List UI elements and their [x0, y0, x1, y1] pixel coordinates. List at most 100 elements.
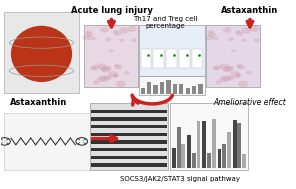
Bar	[4, 12, 79, 93]
Circle shape	[250, 26, 259, 32]
Circle shape	[226, 66, 234, 71]
Circle shape	[228, 38, 234, 41]
Bar	[91, 156, 167, 159]
Text: Th17 and Treg cell
percentage: Th17 and Treg cell percentage	[133, 16, 197, 29]
Circle shape	[223, 66, 233, 72]
Circle shape	[219, 77, 228, 82]
Circle shape	[113, 74, 118, 77]
Bar	[91, 125, 167, 128]
Bar	[206, 25, 260, 87]
Circle shape	[83, 35, 91, 40]
Circle shape	[113, 30, 118, 33]
Circle shape	[92, 65, 99, 70]
Bar	[192, 50, 202, 68]
Circle shape	[104, 76, 112, 81]
Bar	[166, 50, 177, 68]
Circle shape	[109, 49, 114, 52]
Text: Astaxanthin: Astaxanthin	[10, 98, 67, 107]
Bar	[91, 163, 167, 167]
Circle shape	[119, 27, 129, 34]
Circle shape	[236, 31, 244, 36]
Circle shape	[106, 38, 112, 41]
Circle shape	[93, 80, 99, 85]
Bar	[91, 109, 167, 113]
Bar	[218, 149, 221, 168]
Bar	[177, 127, 181, 168]
Bar	[192, 86, 196, 94]
Circle shape	[238, 81, 248, 87]
Ellipse shape	[11, 26, 72, 82]
Circle shape	[97, 63, 106, 69]
Circle shape	[124, 71, 130, 75]
Bar	[166, 80, 170, 94]
Circle shape	[91, 37, 96, 40]
Text: Acute lung injury: Acute lung injury	[70, 6, 152, 15]
Bar	[207, 153, 211, 168]
Circle shape	[90, 66, 97, 70]
Bar	[179, 84, 184, 94]
Bar	[172, 148, 176, 168]
Circle shape	[131, 38, 137, 42]
Bar	[91, 140, 167, 144]
Circle shape	[220, 63, 229, 69]
Bar	[139, 76, 205, 94]
Bar	[91, 133, 167, 136]
Circle shape	[114, 31, 121, 36]
Circle shape	[214, 65, 222, 70]
Circle shape	[119, 39, 124, 42]
Circle shape	[236, 74, 241, 77]
Circle shape	[85, 30, 91, 34]
Circle shape	[99, 75, 109, 81]
Circle shape	[221, 75, 231, 81]
Circle shape	[97, 77, 106, 82]
Circle shape	[215, 80, 222, 85]
Circle shape	[242, 39, 247, 42]
Circle shape	[115, 64, 123, 70]
Circle shape	[246, 71, 252, 75]
Circle shape	[115, 81, 126, 87]
Bar	[187, 135, 191, 168]
Bar	[4, 113, 90, 170]
Text: SOCS3/JAK2/STAT3 signal pathway: SOCS3/JAK2/STAT3 signal pathway	[120, 176, 240, 182]
Bar	[170, 103, 248, 170]
Circle shape	[86, 32, 94, 37]
Bar	[179, 50, 189, 68]
Circle shape	[113, 74, 118, 78]
Bar	[237, 123, 241, 168]
Circle shape	[237, 64, 242, 67]
Bar	[222, 144, 226, 168]
Bar	[198, 84, 203, 94]
Bar	[173, 84, 177, 94]
Bar	[160, 82, 164, 94]
Circle shape	[230, 71, 241, 78]
Bar	[192, 153, 196, 168]
Circle shape	[223, 27, 231, 33]
Circle shape	[235, 74, 241, 78]
Bar	[197, 121, 200, 168]
Bar	[181, 144, 185, 168]
Circle shape	[101, 66, 110, 72]
Bar	[90, 103, 168, 170]
Circle shape	[254, 38, 260, 42]
Circle shape	[235, 30, 240, 33]
Circle shape	[108, 71, 118, 78]
Circle shape	[226, 76, 234, 81]
Circle shape	[208, 32, 216, 37]
Bar	[91, 117, 167, 121]
Circle shape	[208, 30, 214, 34]
Bar	[153, 50, 164, 68]
Circle shape	[103, 66, 112, 71]
Circle shape	[100, 66, 108, 71]
Text: Astaxanthin: Astaxanthin	[221, 6, 279, 15]
Circle shape	[237, 64, 245, 70]
Text: Ameliorative effect: Ameliorative effect	[213, 98, 286, 107]
Bar	[141, 88, 145, 94]
Bar	[141, 50, 151, 68]
Circle shape	[242, 27, 251, 34]
Bar	[202, 121, 206, 168]
Circle shape	[100, 27, 109, 33]
Bar	[91, 148, 167, 151]
Circle shape	[231, 49, 236, 52]
Circle shape	[128, 26, 137, 32]
Circle shape	[213, 37, 218, 40]
